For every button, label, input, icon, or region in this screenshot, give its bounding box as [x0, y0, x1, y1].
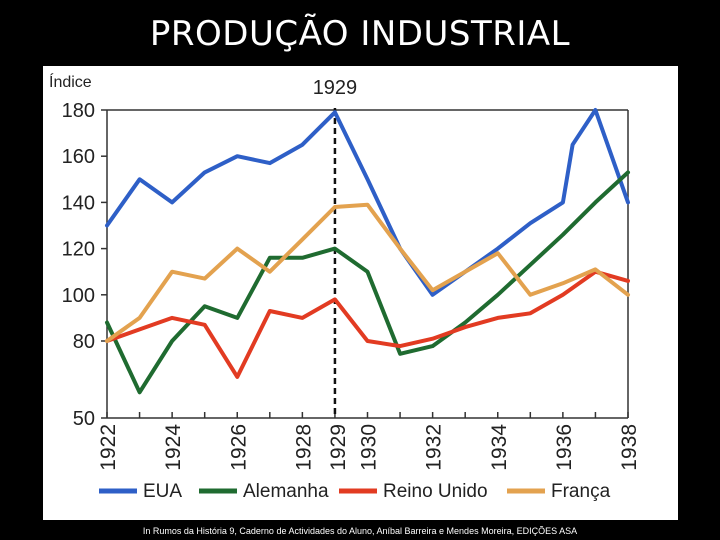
legend-label: EUA — [143, 481, 182, 502]
series-line-frança — [105, 202, 630, 343]
x-tick-label: 1926 — [227, 424, 250, 471]
y-tick-label: 160 — [62, 146, 95, 168]
source-credit: In Rumos da História 9, Caderno de Activ… — [142, 526, 578, 536]
x-tick-label: 1936 — [553, 424, 576, 471]
crash-marker-label: 1929 — [313, 77, 358, 99]
y-tick-label: 180 — [62, 100, 95, 122]
line-chart: Índice 50 80 100 120 140 160 180 1922 1924 1926 192… — [49, 72, 641, 502]
chart-panel: Índice 50 80 100 120 140 160 180 1922 1924 1926 192… — [43, 66, 678, 520]
x-tick-label: 1938 — [618, 424, 641, 471]
series-line-alemanha — [105, 170, 630, 395]
x-tick-label: 1932 — [423, 424, 446, 471]
x-tick-label: 1922 — [97, 424, 120, 471]
y-tick-label: 140 — [62, 192, 95, 214]
y-tick-label: 50 — [73, 408, 95, 430]
y-tick-label: 120 — [62, 239, 95, 261]
x-tick-label: 1930 — [358, 424, 381, 471]
y-tick-label: 80 — [73, 331, 95, 353]
series-line-reino-unido — [105, 269, 630, 379]
legend-label: França — [551, 481, 611, 502]
x-tick-label: 1929 — [327, 424, 350, 471]
x-tick-label: 1928 — [292, 424, 315, 471]
legend-label: Alemanha — [243, 481, 329, 502]
y-axis-label: Índice — [49, 72, 92, 91]
series-line-eua — [105, 108, 630, 297]
x-tick-label: 1924 — [162, 424, 185, 471]
y-tick-label: 100 — [62, 285, 95, 307]
legend-label: Reino Unido — [383, 481, 488, 502]
x-tick-label: 1934 — [488, 424, 511, 471]
slide-title: PRODUÇÃO INDUSTRIAL — [149, 14, 571, 54]
